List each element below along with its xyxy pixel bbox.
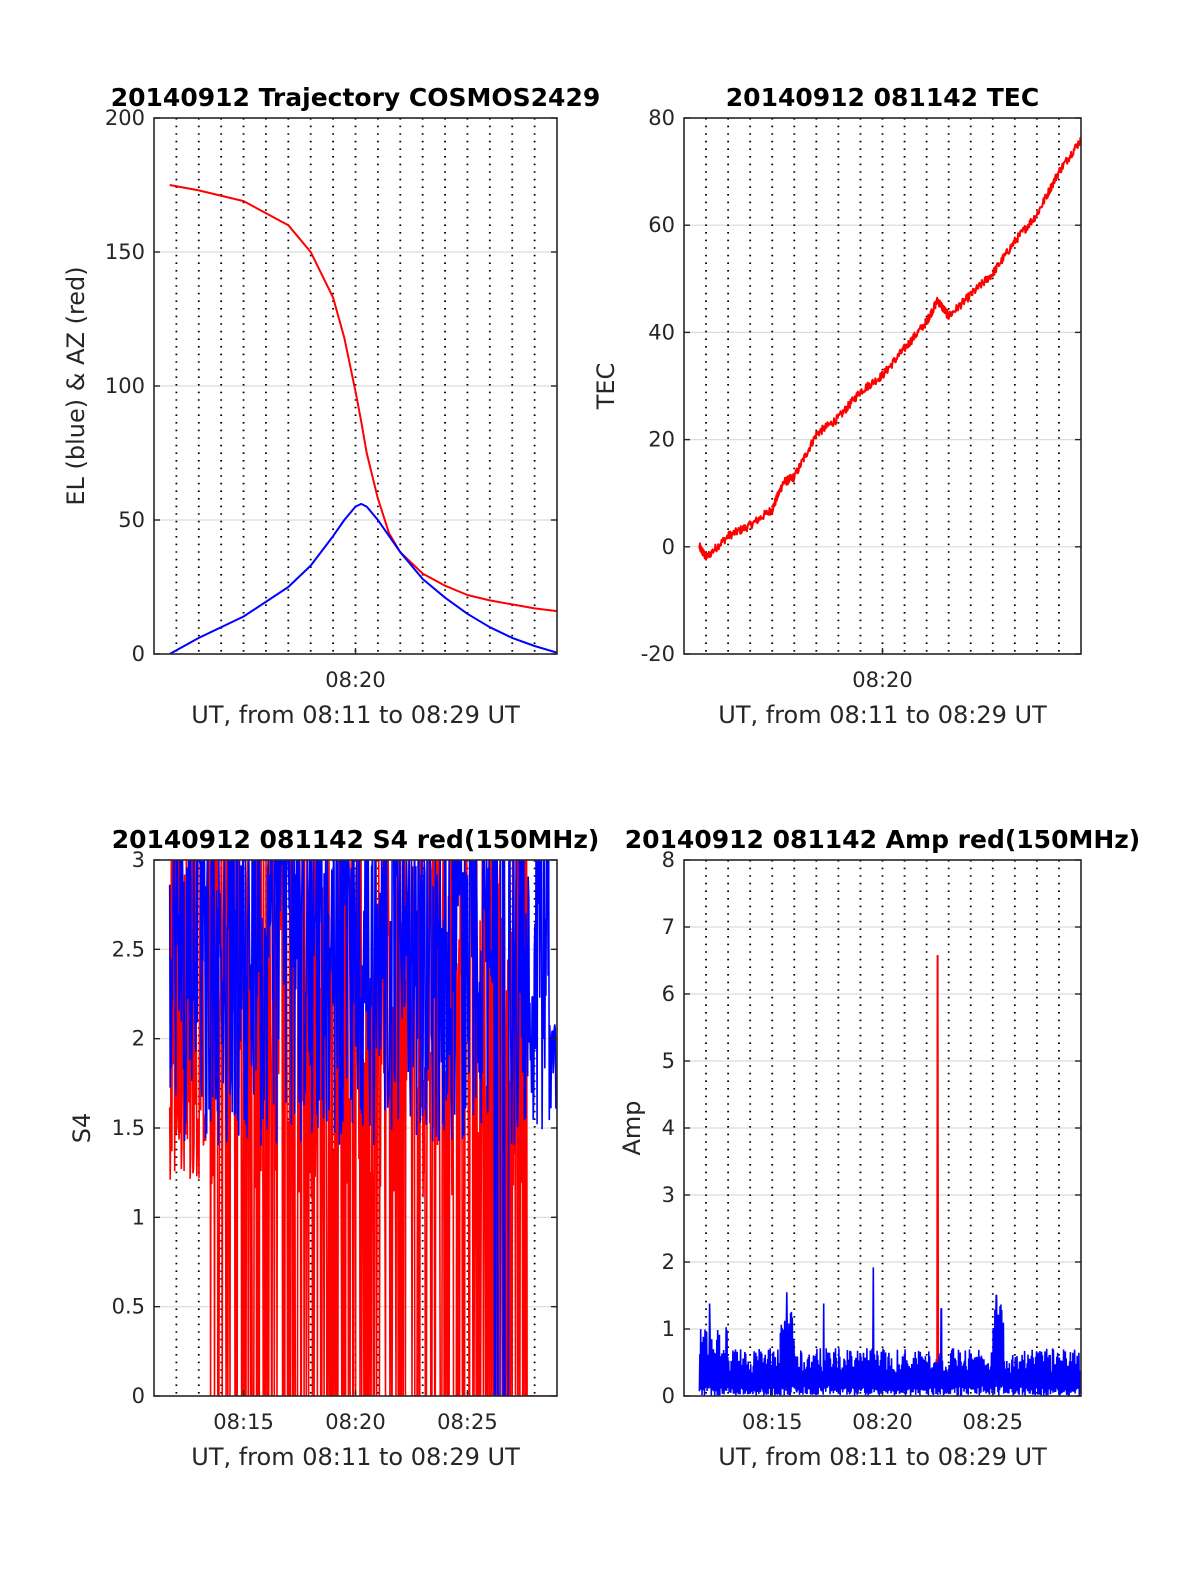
y-tick-label: 0 [132,1384,145,1408]
series-line-2 [698,1267,1081,1396]
y-tick-label: 3 [662,1183,675,1207]
x-tick-label: 08:20 [852,668,913,692]
y-tick-label: 3 [132,848,145,872]
y-tick-label: 8 [662,848,675,872]
x-tick-label: 08:25 [437,1410,498,1434]
x-axis-label: UT, from 08:11 to 08:29 UT [718,701,1047,729]
y-tick-label: 6 [662,982,675,1006]
y-tick-label: -20 [641,642,675,666]
y-tick-label: 5 [662,1049,675,1073]
chart-panel-4: 0 1 2 3 4 5 6 7 8 08:15 08:20 08:25 20140912 081142 … [618,825,1140,1471]
y-tick-label: 2 [132,1027,145,1051]
chart-title: 20140912 081142 S4 red(150MHz) [112,825,600,854]
y-tick-label: 0 [132,642,145,666]
axes-box [683,117,1082,655]
series-line-2 [169,502,557,654]
x-tick-label: 08:25 [963,1410,1024,1434]
series-line-2 [168,860,557,1396]
y-axis-label: EL (blue) & AZ (red) [62,266,90,505]
y-tick-label: 100 [105,374,145,398]
chart-panel-1: 0 50 100 150 200 08:20 20140912 Trajectory COS… [62,83,600,729]
y-tick-label: 50 [118,508,145,532]
x-tick-label: 08:15 [213,1410,274,1434]
chart-title: 20140912 Trajectory COSMOS2429 [111,83,601,112]
chart-title: 20140912 081142 TEC [726,83,1039,112]
y-tick-label: 4 [662,1116,675,1140]
x-axis-label: UT, from 08:11 to 08:29 UT [191,1443,520,1471]
x-axis-label: UT, from 08:11 to 08:29 UT [718,1443,1047,1471]
y-tick-label: 0 [662,1384,675,1408]
y-axis-label: Amp [618,1100,646,1155]
y-tick-label: 200 [105,106,145,130]
y-tick-label: 1.5 [112,1116,145,1140]
y-tick-label: 1 [662,1317,675,1341]
y-tick-label: 2.5 [112,937,145,961]
x-tick-label: 08:20 [325,1410,386,1434]
x-tick-label: 08:15 [742,1410,803,1434]
y-tick-label: 1 [132,1205,145,1229]
y-axis-label: TEC [592,363,620,411]
y-tick-label: 20 [648,428,675,452]
y-tick-label: 0.5 [112,1295,145,1319]
chart-panel-3: 0 0.5 1 1.5 2 2.5 3 08:15 08:20 08:25 20140912 081… [68,825,599,1471]
x-axis-label: UT, from 08:11 to 08:29 UT [191,701,520,729]
x-tick-label: 08:20 [325,668,386,692]
y-tick-label: 60 [648,213,675,237]
x-tick-label: 08:20 [852,1410,913,1434]
series-line-1 [936,955,940,1363]
y-tick-label: 40 [648,320,675,344]
series-line-1 [698,136,1081,561]
y-tick-label: 7 [662,915,675,939]
y-tick-label: 0 [662,535,675,559]
y-tick-label: 2 [662,1250,675,1274]
y-axis-label: S4 [68,1113,96,1144]
y-tick-label: 80 [648,106,675,130]
y-tick-label: 150 [105,240,145,264]
series-line-1 [169,184,557,613]
chart-title: 20140912 081142 Amp red(150MHz) [625,825,1141,854]
chart-panel-2: -20 0 20 40 60 80 08:20 20140912 081142 TEC UT, … [592,83,1082,729]
